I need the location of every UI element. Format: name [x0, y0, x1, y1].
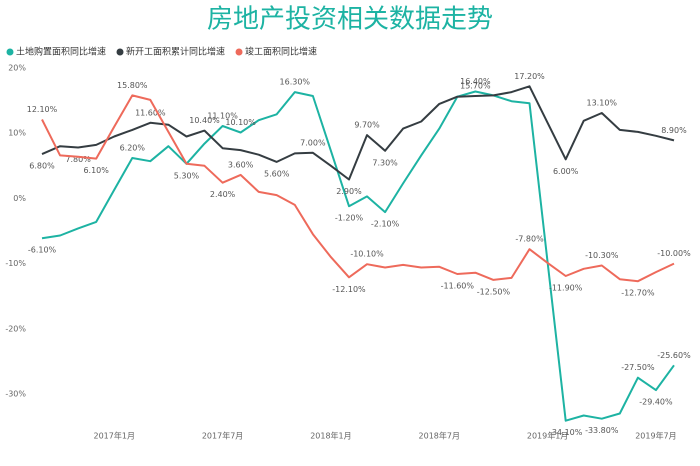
data-label: 5.60%: [264, 169, 290, 178]
y-tick-label: 0%: [13, 194, 26, 203]
data-label: 2.40%: [210, 190, 236, 199]
y-tick-label: 10%: [8, 129, 26, 138]
y-tick-label: -10%: [5, 259, 26, 268]
legend-marker: [6, 48, 14, 56]
x-tick-label: 2017年1月: [94, 431, 135, 441]
y-tick-label: -30%: [5, 389, 26, 398]
data-label: -29.40%: [639, 398, 673, 407]
data-label: 2.90%: [336, 187, 362, 196]
x-tick-label: 2019年1月: [527, 431, 568, 441]
data-label: 11.60%: [135, 108, 166, 117]
data-label: 7.30%: [372, 158, 398, 167]
data-label: 3.60%: [228, 160, 254, 169]
y-tick-label: -20%: [5, 324, 26, 333]
data-label: -1.20%: [335, 214, 364, 223]
data-label: 9.70%: [354, 121, 380, 130]
data-label: 6.10%: [83, 166, 109, 175]
legend-marker: [235, 48, 243, 56]
data-label: 6.00%: [553, 167, 579, 176]
data-label: 16.30%: [280, 78, 311, 87]
data-label: -2.10%: [371, 220, 400, 229]
data-label: 12.10%: [27, 105, 58, 114]
data-label: 10.40%: [189, 116, 220, 125]
series-line: [41, 90, 675, 422]
data-label: -11.90%: [549, 283, 583, 292]
data-label: -7.80%: [515, 235, 544, 244]
series-line: [41, 94, 675, 283]
data-label: -12.10%: [332, 285, 366, 294]
chart-title: 房地产投资相关数据走势: [207, 5, 493, 35]
data-label: -25.60%: [657, 351, 691, 360]
x-tick-label: 2018年1月: [310, 431, 351, 441]
legend-label: 土地购置面积同比增速: [16, 46, 106, 58]
legend-marker: [116, 48, 124, 56]
x-tick-label: 2018年7月: [419, 431, 460, 441]
data-label: 11.10%: [207, 112, 238, 121]
series-line: [41, 85, 675, 181]
data-label: 8.90%: [661, 126, 687, 135]
data-label: -12.70%: [621, 289, 655, 298]
data-label: -10.00%: [657, 249, 691, 258]
y-tick-label: 20%: [8, 64, 26, 73]
data-label: 6.80%: [29, 162, 55, 171]
data-label: -34.10%: [549, 428, 583, 437]
data-label: 17.20%: [514, 72, 545, 81]
data-label: 7.00%: [300, 138, 326, 147]
data-label: -6.10%: [28, 246, 57, 255]
data-label: -10.30%: [585, 251, 619, 260]
data-label: -33.80%: [585, 426, 619, 435]
data-label: 15.70%: [460, 82, 491, 91]
x-tick-label: 2017年7月: [202, 431, 243, 441]
data-label: -12.50%: [477, 287, 511, 296]
data-label: 10.10%: [225, 118, 256, 127]
data-label: -11.60%: [441, 282, 475, 291]
legend-label: 新开工面积累计同比增速: [126, 46, 225, 58]
data-label: -27.50%: [621, 363, 655, 372]
data-label: 6.20%: [120, 143, 146, 152]
data-label: 15.80%: [117, 81, 148, 90]
data-label: 13.10%: [587, 98, 618, 107]
data-label: 16.40%: [460, 77, 491, 86]
legend-label: 竣工面积同比增速: [245, 46, 317, 58]
data-label: 5.30%: [174, 171, 200, 180]
x-tick-label: 2019年7月: [635, 431, 676, 441]
data-label: 7.80%: [65, 155, 91, 164]
data-label: -10.10%: [350, 250, 384, 259]
